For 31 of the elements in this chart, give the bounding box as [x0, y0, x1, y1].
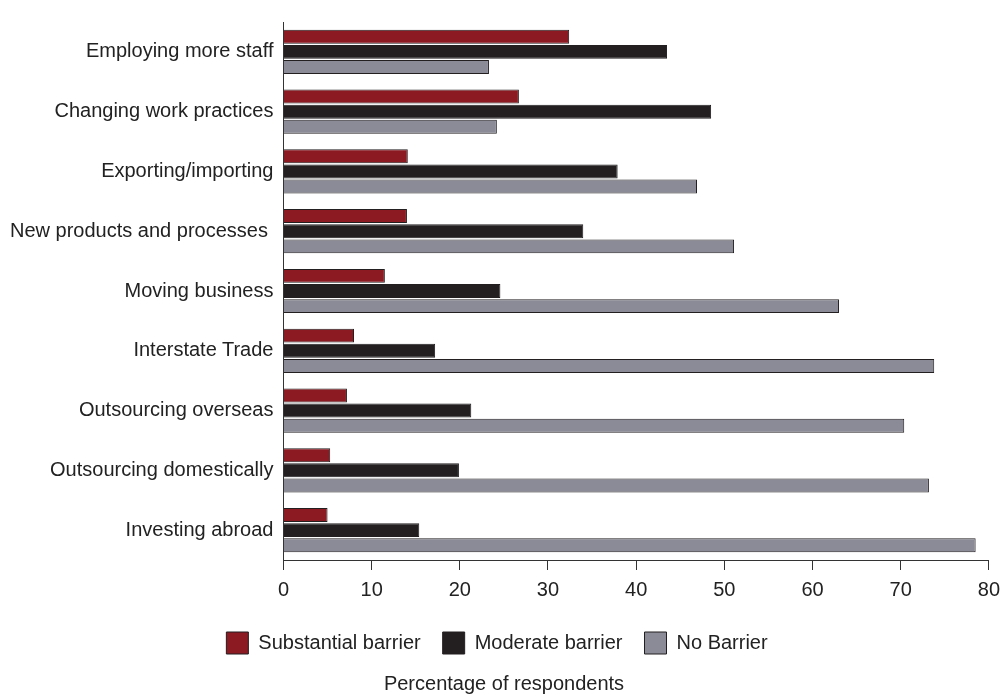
y-tick-label: New products and processes [10, 218, 274, 241]
y-tick-label: Exporting/importing [101, 158, 274, 181]
x-tick-label: 0 [277, 577, 290, 600]
x-tick-label: 10 [360, 577, 383, 600]
y-tick-label: Outsourcing domestically [50, 457, 274, 480]
bar [283, 44, 668, 59]
y-tick-label: Changing work practices [54, 99, 274, 122]
y-tick-label: Employing more staff [85, 39, 274, 62]
y-tick-label: Interstate Trade [133, 338, 274, 361]
bar [283, 164, 618, 179]
y-tick-label: Outsourcing overseas [78, 398, 274, 421]
y-tick-label: Investing abroad [125, 517, 274, 540]
bar [283, 523, 420, 538]
legend-label: No Barrier [676, 630, 768, 653]
x-tick-label: 80 [977, 577, 1000, 600]
bar [283, 403, 472, 418]
bar [283, 104, 712, 119]
x-axis-title: Percentage of respondents [382, 672, 626, 695]
legend-label: Substantial barrier [258, 630, 421, 653]
x-tick-label: 30 [536, 577, 560, 600]
bar [283, 224, 584, 239]
bar [283, 343, 436, 358]
x-tick-label: 40 [625, 577, 648, 600]
x-tick-label: 60 [801, 577, 824, 600]
x-tick-label: 50 [713, 577, 736, 600]
bar [283, 284, 501, 298]
bar [283, 463, 459, 478]
legend-label: Moderate barrier [474, 630, 623, 653]
x-tick-label: 20 [448, 577, 471, 600]
x-tick-label: 70 [889, 577, 912, 600]
y-tick-label: Moving business [124, 278, 274, 301]
